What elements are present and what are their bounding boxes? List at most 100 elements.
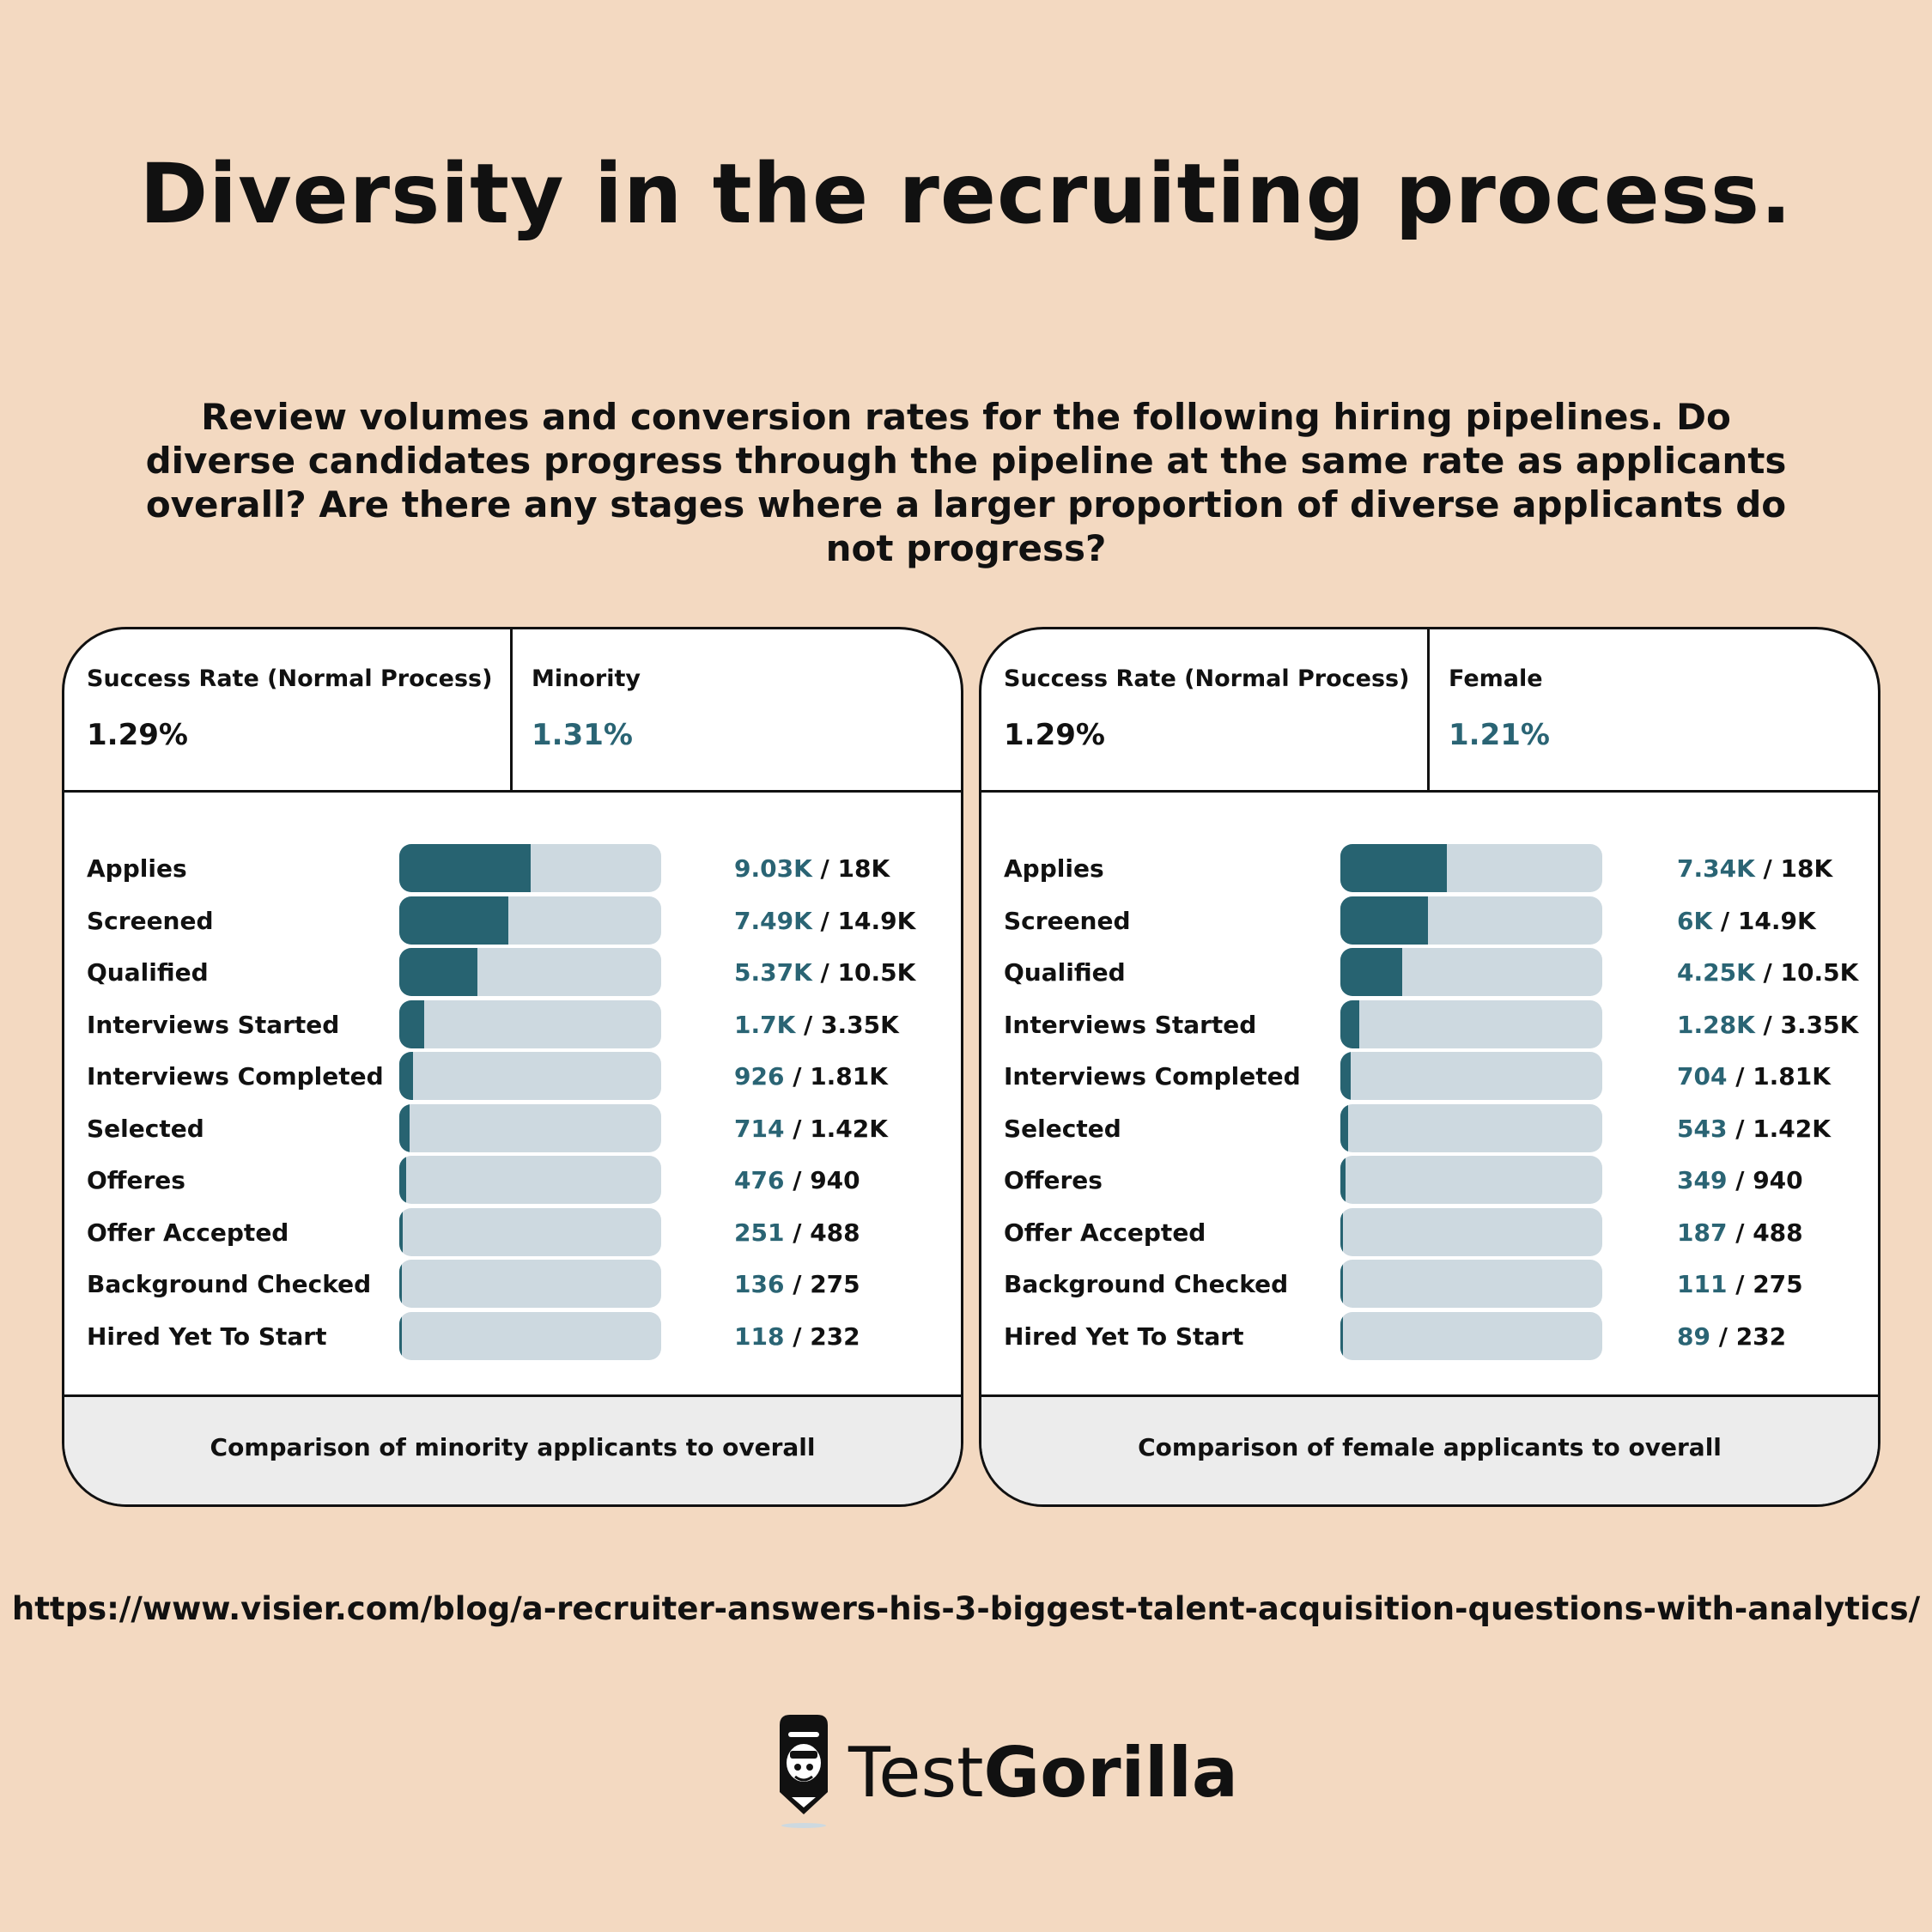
count-separator: / [795,1010,822,1039]
source-url: https://www.visier.com/blog/a-recruiter-… [11,1590,1921,1627]
group-rate-cell: Minority 1.31% [513,629,961,790]
stage-count: 187 / 488 [1677,1218,1803,1247]
stage-total-count: 940 [810,1166,860,1194]
stage-label: Interviews Completed [87,1062,384,1091]
stage-count: 1.7K / 3.35K [734,1011,899,1039]
stage-count: 349 / 940 [1677,1166,1803,1194]
group-rate-label: Female [1449,665,1543,692]
pipeline-row: Offeres 349 / 940 [981,1156,1878,1207]
pipeline-row: Offer Accepted 251 / 488 [64,1207,961,1260]
count-separator: / [1727,1114,1753,1143]
stage-bar-fill [399,999,424,1048]
stage-group-count: 704 [1677,1062,1728,1091]
normal-rate-cell: Success Rate (Normal Process) 1.29% [981,629,1430,790]
stage-total-count: 10.5K [837,958,916,987]
stage-group-count: 7.49K [734,906,812,935]
pipeline-row: Interviews Completed 926 / 1.81K [64,1052,961,1103]
brand-name: TestGorilla [848,1735,1238,1812]
stage-total-count: 275 [810,1270,860,1298]
stage-bar-fill [399,1156,407,1204]
stage-bar-fill [1340,1311,1344,1360]
count-separator: / [1727,1062,1753,1091]
stage-bar-fill [1340,896,1428,945]
stage-total-count: 18K [837,854,890,883]
stage-total-count: 488 [1753,1218,1803,1247]
stage-total-count: 1.42K [810,1114,888,1143]
normal-rate-label: Success Rate (Normal Process) [1004,665,1410,692]
stage-count: 704 / 1.81K [1677,1062,1831,1091]
stage-group-count: 1.7K [734,1010,796,1039]
stage-label: Applies [87,854,187,883]
stage-bar-track [1340,1103,1602,1152]
stage-group-count: 543 [1677,1114,1728,1143]
stage-group-count: 136 [734,1270,785,1298]
normal-rate-label: Success Rate (Normal Process) [87,665,493,692]
stage-label: Background Checked [87,1270,372,1298]
pipeline-row: Screened 6K / 14.9K [981,896,1878,948]
stage-bar-fill [399,1103,410,1152]
stage-total-count: 232 [1735,1321,1787,1351]
gorilla-logo-icon [780,1715,828,1828]
stage-bar-track [1340,1260,1602,1308]
stage-total-count: 275 [1753,1270,1803,1298]
stage-label: Interviews Started [87,1010,340,1039]
stage-count: 136 / 275 [734,1270,860,1298]
stage-bar-track [399,1103,661,1152]
stage-label: Background Checked [1004,1270,1289,1298]
stage-label: Offer Accepted [1004,1218,1206,1247]
page-title: Diversity in the recruiting process. [139,146,1793,242]
count-separator: / [1754,1010,1781,1039]
stage-bar-track [399,1156,661,1204]
pipeline-row: Interviews Started 1.28K / 3.35K [981,999,1878,1052]
stage-bar-track [1340,1156,1602,1204]
stage-count: 926 / 1.81K [734,1062,888,1091]
stage-label: Qualified [1004,958,1126,987]
stage-label: Interviews Completed [1004,1062,1301,1091]
pipeline-row: Background Checked 136 / 275 [64,1260,961,1311]
group-rate-value: 1.21% [1449,718,1550,752]
card-header: Success Rate (Normal Process) 1.29% Mino… [64,629,961,793]
count-separator: / [784,1321,811,1351]
stage-count: 714 / 1.42K [734,1115,888,1143]
stage-group-count: 251 [734,1218,785,1247]
stage-total-count: 232 [810,1321,860,1351]
stage-bar-fill [1340,948,1402,996]
stage-total-count: 1.81K [810,1062,888,1091]
group-rate-label: Minority [532,665,641,692]
card-footer: Comparison of minority applicants to ove… [64,1394,961,1504]
pipeline-row: Screened 7.49K / 14.9K [64,896,961,948]
stage-bar-track [399,1311,661,1360]
count-separator: / [784,1270,811,1298]
count-separator: / [811,906,838,935]
stage-bar-track [1340,948,1602,996]
pipeline-row: Background Checked 111 / 275 [981,1260,1878,1311]
stage-bar-track [399,896,661,945]
stage-label: Screened [1004,906,1131,935]
pipeline-row: Qualified 4.25K / 10.5K [981,948,1878,999]
stage-label: Hired Yet To Start [1004,1321,1244,1351]
stage-bar-fill [1340,1052,1351,1100]
stage-group-count: 1.28K [1677,1010,1755,1039]
pipeline-row: Applies 9.03K / 18K [64,844,961,896]
stage-count: 1.28K / 3.35K [1677,1011,1858,1039]
stage-bar-fill [399,844,531,892]
stage-count: 89 / 232 [1677,1322,1786,1351]
count-separator: / [1727,1218,1753,1247]
count-separator: / [811,854,838,883]
stage-count: 5.37K / 10.5K [734,958,915,987]
stage-total-count: 940 [1753,1166,1803,1194]
stage-label: Offeres [1004,1166,1103,1194]
pipeline-row: Offer Accepted 187 / 488 [981,1207,1878,1260]
stage-count: 476 / 940 [734,1166,860,1194]
stage-label: Applies [1004,854,1104,883]
card-header: Success Rate (Normal Process) 1.29% Fema… [981,629,1878,793]
stage-bar-track [1340,1207,1602,1256]
count-separator: / [1754,958,1781,987]
group-rate-value: 1.31% [532,718,633,752]
count-separator: / [811,958,838,987]
stage-bar-fill [1340,1156,1346,1204]
stage-bar-fill [399,1052,413,1100]
normal-rate-cell: Success Rate (Normal Process) 1.29% [64,629,513,790]
stage-count: 111 / 275 [1677,1270,1803,1298]
stage-bar-fill [1340,999,1359,1048]
